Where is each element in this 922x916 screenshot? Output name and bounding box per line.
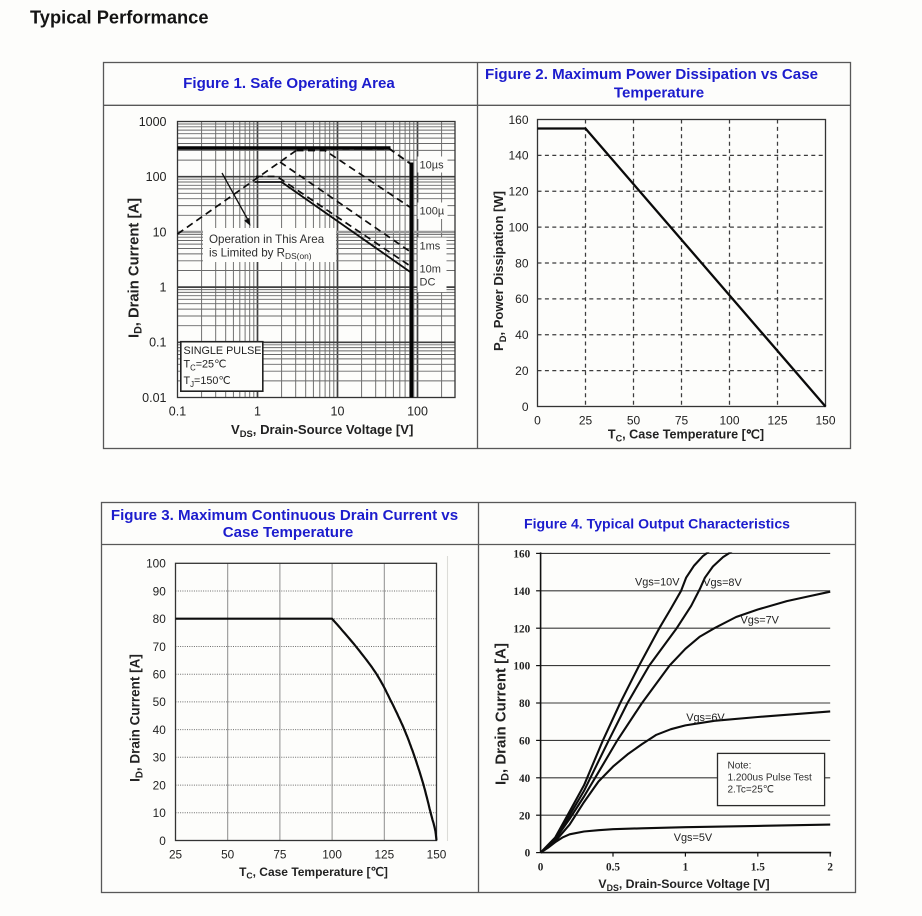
- svg-text:10m: 10m: [420, 264, 441, 276]
- svg-text:0: 0: [534, 414, 541, 428]
- svg-text:Figure 1. Safe Operating Area: Figure 1. Safe Operating Area: [183, 75, 395, 92]
- svg-text:1.200us Pulse Test: 1.200us Pulse Test: [728, 772, 813, 783]
- svg-text:160: 160: [508, 113, 528, 127]
- svg-text:70: 70: [153, 640, 167, 654]
- svg-text:40: 40: [519, 773, 531, 785]
- svg-text:Typical Performance: Typical Performance: [30, 7, 208, 28]
- svg-text:PD, Power Dissipation [W]: PD, Power Dissipation [W]: [491, 191, 508, 351]
- svg-text:100: 100: [719, 414, 739, 428]
- svg-text:Vgs=8V: Vgs=8V: [703, 577, 742, 589]
- svg-text:140: 140: [513, 586, 530, 598]
- svg-text:Note:: Note:: [728, 760, 752, 771]
- svg-text:60: 60: [153, 668, 167, 682]
- svg-text:75: 75: [675, 414, 689, 428]
- svg-text:1000: 1000: [139, 115, 167, 129]
- svg-text:0.1: 0.1: [149, 336, 166, 350]
- svg-text:VDS, Drain-Source Voltage [V]: VDS, Drain-Source Voltage [V]: [598, 877, 769, 893]
- svg-text:VDS, Drain-Source Voltage [V]: VDS, Drain-Source Voltage [V]: [231, 422, 413, 439]
- svg-text:1: 1: [160, 281, 167, 295]
- svg-text:Vgs=10V: Vgs=10V: [635, 577, 680, 589]
- svg-text:0: 0: [538, 862, 544, 874]
- svg-text:20: 20: [519, 810, 531, 822]
- svg-text:Vgs=6V: Vgs=6V: [686, 712, 725, 724]
- svg-text:100: 100: [146, 170, 167, 184]
- svg-text:TJ=150℃: TJ=150℃: [184, 375, 231, 389]
- svg-text:1ms: 1ms: [420, 241, 441, 253]
- svg-text:25: 25: [579, 414, 593, 428]
- svg-text:30: 30: [153, 751, 167, 765]
- svg-text:0: 0: [522, 400, 529, 414]
- svg-text:TC=25℃: TC=25℃: [184, 359, 227, 373]
- svg-text:1.5: 1.5: [751, 862, 765, 874]
- svg-text:Temperature: Temperature: [614, 85, 704, 102]
- svg-text:20: 20: [153, 778, 167, 792]
- svg-text:100: 100: [508, 220, 528, 234]
- svg-text:60: 60: [519, 736, 531, 748]
- svg-text:2.Tc=25℃: 2.Tc=25℃: [728, 785, 775, 796]
- svg-text:100: 100: [146, 557, 166, 571]
- svg-text:10: 10: [331, 405, 345, 419]
- svg-text:ID, Drain Current [A]: ID, Drain Current [A]: [128, 654, 146, 782]
- svg-text:40: 40: [153, 723, 167, 737]
- svg-text:0.1: 0.1: [169, 405, 186, 419]
- svg-text:SINGLE PULSE: SINGLE PULSE: [184, 345, 262, 357]
- svg-text:140: 140: [508, 149, 528, 163]
- svg-text:ID, Drain Current [A]: ID, Drain Current [A]: [493, 643, 512, 785]
- svg-text:50: 50: [627, 414, 641, 428]
- svg-text:0.01: 0.01: [142, 391, 166, 405]
- svg-text:Case Temperature: Case Temperature: [223, 524, 354, 541]
- svg-text:50: 50: [221, 848, 235, 862]
- svg-text:Figure 2. Maximum Power Dissip: Figure 2. Maximum Power Dissipation vs C…: [485, 66, 818, 83]
- svg-text:80: 80: [515, 256, 529, 270]
- svg-text:0: 0: [525, 848, 531, 860]
- svg-text:100: 100: [322, 848, 342, 862]
- svg-text:75: 75: [273, 848, 287, 862]
- svg-text:60: 60: [515, 292, 529, 306]
- svg-text:1: 1: [683, 862, 689, 874]
- svg-text:40: 40: [515, 328, 529, 342]
- svg-text:DC: DC: [420, 277, 436, 289]
- svg-text:ID, Drain Current [A]: ID, Drain Current [A]: [127, 198, 145, 338]
- svg-text:50: 50: [153, 695, 167, 709]
- svg-text:TC, Case Temperature [℃]: TC, Case Temperature [℃]: [608, 428, 764, 444]
- svg-text:Vgs=5V: Vgs=5V: [674, 832, 713, 844]
- svg-text:Operation in This Area: Operation in This Area: [209, 233, 325, 246]
- svg-text:80: 80: [519, 698, 531, 710]
- svg-text:0: 0: [159, 834, 166, 848]
- svg-text:Figure 4. Typical Output Chara: Figure 4. Typical Output Characteristics: [524, 515, 790, 531]
- svg-text:100µ: 100µ: [420, 206, 445, 218]
- svg-text:125: 125: [767, 414, 787, 428]
- svg-text:100: 100: [513, 661, 530, 673]
- svg-text:120: 120: [508, 185, 528, 199]
- svg-text:100: 100: [407, 405, 428, 419]
- svg-text:Vgs=7V: Vgs=7V: [741, 614, 780, 626]
- svg-text:10: 10: [153, 806, 167, 820]
- svg-text:150: 150: [427, 848, 447, 862]
- svg-text:150: 150: [815, 414, 835, 428]
- svg-text:160: 160: [513, 549, 530, 561]
- svg-text:25: 25: [169, 848, 183, 862]
- svg-text:0.5: 0.5: [606, 862, 620, 874]
- svg-text:2: 2: [827, 862, 833, 874]
- svg-text:120: 120: [513, 623, 530, 635]
- svg-text:TC, Case Temperature [℃]: TC, Case Temperature [℃]: [239, 865, 388, 881]
- svg-text:Figure 3. Maximum Continuous D: Figure 3. Maximum Continuous Drain Curre…: [111, 507, 458, 524]
- svg-text:1: 1: [254, 405, 261, 419]
- svg-text:10µs: 10µs: [420, 159, 445, 171]
- svg-text:90: 90: [153, 584, 167, 598]
- svg-text:10: 10: [153, 225, 167, 239]
- svg-text:20: 20: [515, 364, 529, 378]
- svg-text:80: 80: [153, 612, 167, 626]
- svg-text:125: 125: [374, 848, 394, 862]
